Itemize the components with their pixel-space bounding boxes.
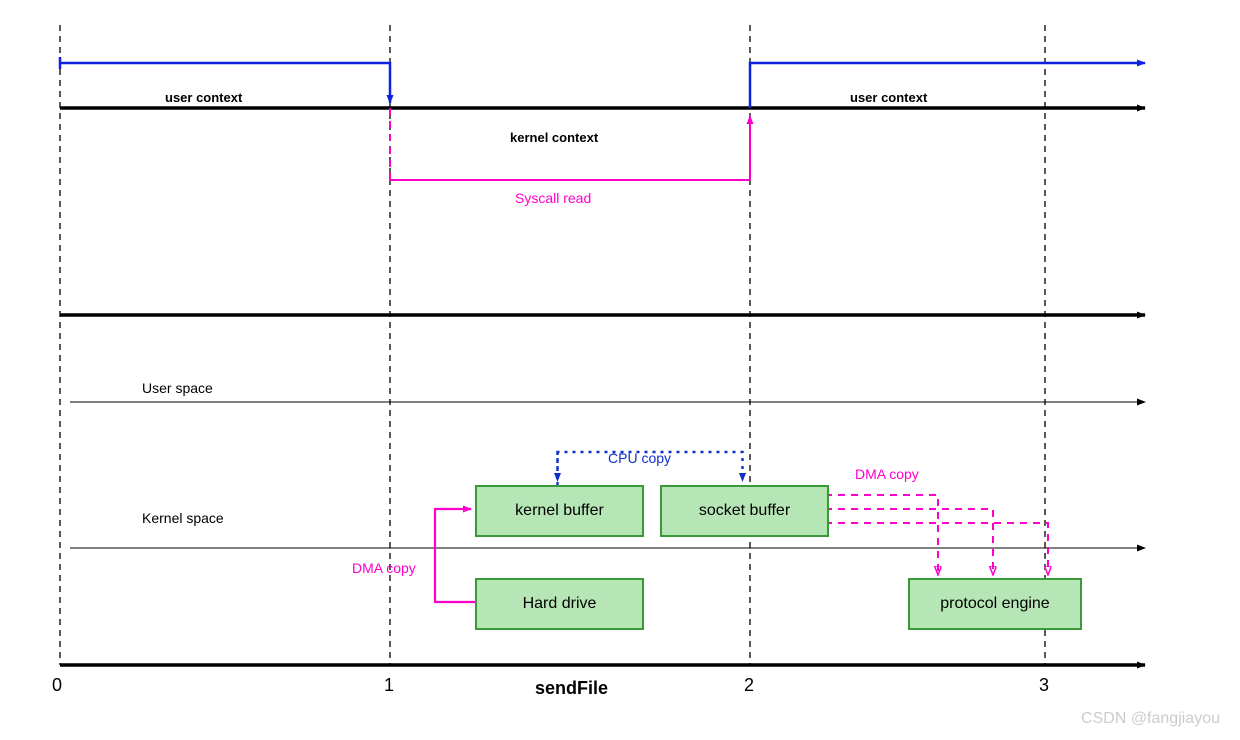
- axis-3: 3: [1039, 675, 1049, 696]
- diagram-canvas: kernel buffer socket buffer Hard drive prot…: [0, 0, 1240, 740]
- user-context-left-label: user context: [165, 90, 242, 105]
- syscall-read-label: Syscall read: [515, 190, 591, 206]
- user-space-label: User space: [142, 380, 213, 396]
- socket-buffer-box: socket buffer: [660, 485, 829, 537]
- kernel-context-label: kernel context: [510, 130, 598, 145]
- kernel-buffer-box: kernel buffer: [475, 485, 644, 537]
- hard-drive-box: Hard drive: [475, 578, 644, 630]
- axis-1: 1: [384, 675, 394, 696]
- axis-0: 0: [52, 675, 62, 696]
- protocol-engine-box: protocol engine: [908, 578, 1082, 630]
- user-context-right-label: user context: [850, 90, 927, 105]
- axis-2: 2: [744, 675, 754, 696]
- watermark: CSDN @fangjiayou: [1081, 710, 1220, 728]
- dma-copy-left-label: DMA copy: [352, 560, 416, 576]
- kernel-space-label: Kernel space: [142, 510, 224, 526]
- cpu-copy-label: CPU copy: [608, 450, 671, 466]
- sendfile-label: sendFile: [535, 678, 608, 699]
- dma-copy-right-label: DMA copy: [855, 466, 919, 482]
